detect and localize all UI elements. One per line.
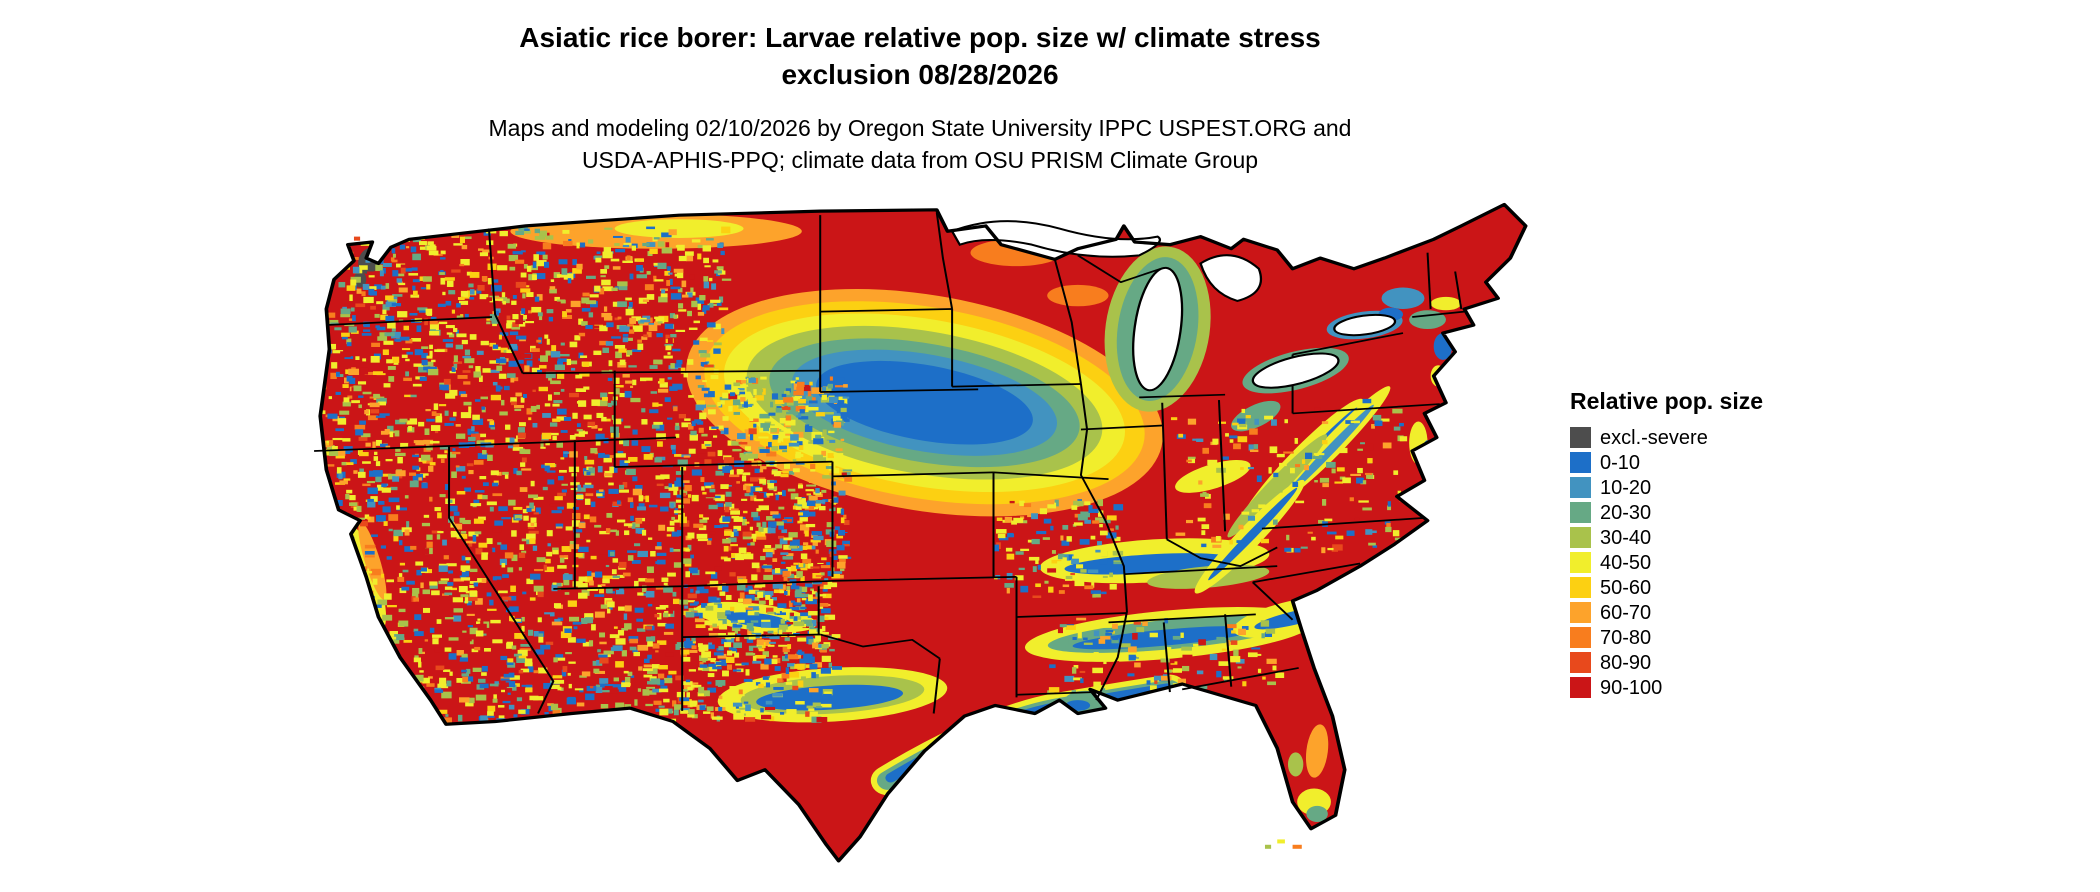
legend-item-label: 10-20 [1600,476,1652,499]
map-title-line2: exclusion 08/28/2026 [781,58,1059,90]
legend-item: 30-40 [1570,525,1870,550]
legend-item: 70-80 [1570,625,1870,650]
state-borders [314,212,1465,714]
legend-item-label: excl.-severe [1600,426,1708,449]
map-subtitle-line2: USDA-APHIS-PPQ; climate data from OSU PR… [581,147,1259,174]
lake-michigan [1132,266,1184,392]
legend-swatch [1570,602,1591,623]
legend-item-label: 20-30 [1600,501,1652,524]
legend-item: 0-10 [1570,450,1870,475]
legend-item: 20-30 [1570,500,1870,525]
legend-swatch [1570,652,1591,673]
legend-item-label: 80-90 [1600,651,1652,674]
legend-swatch [1570,477,1591,498]
legend-item: 50-60 [1570,575,1870,600]
legend-item: 40-50 [1570,550,1870,575]
legend-item: 60-70 [1570,600,1870,625]
us-outline [318,202,1528,863]
legend-swatch [1570,552,1591,573]
legend-title: Relative pop. size [1570,388,1764,414]
legend-swatch [1570,577,1591,598]
map-raster [320,204,1526,861]
legend-item: 10-20 [1570,475,1870,500]
legend-item-label: 90-100 [1600,676,1663,699]
legend-item: 80-90 [1570,650,1870,675]
legend-item-label: 40-50 [1600,551,1652,574]
legend-swatch [1570,627,1591,648]
lake-erie [1251,352,1340,389]
map-title-line1: Asiatic rice borer: Larvae relative pop.… [519,22,1321,53]
map-title: Asiatic rice borer: Larvae relative pop.… [0,20,1840,94]
us-map [314,202,1528,863]
plains-swath [686,289,1163,517]
legend-items: excl.-severe 0-10 10-20 20-30 30-40 40-50 50-6… [1570,425,1870,700]
legend-item-label: 30-40 [1600,526,1652,549]
map-subtitle: Maps and modeling 02/10/2026 by Oregon S… [0,112,1840,176]
legend-item-label: 60-70 [1600,601,1652,624]
lake-ontario [1333,313,1397,337]
map-subtitle-line1: Maps and modeling 02/10/2026 by Oregon S… [488,114,1352,141]
legend-item-label: 0-10 [1600,451,1641,474]
legend-swatch [1570,677,1591,698]
legend: Relative pop. size excl.-severe 0-10 10-20… [1570,388,1870,700]
legend-swatch [1570,527,1591,548]
legend-item: 90-100 [1570,675,1870,700]
legend-item-label: 70-80 [1600,626,1652,649]
legend-item: excl.-severe [1570,425,1870,450]
lake-huron [1199,254,1263,302]
header: Asiatic rice borer: Larvae relative pop.… [0,20,1840,176]
legend-swatch [1570,502,1591,523]
legend-swatch [1570,452,1591,473]
legend-item-label: 50-60 [1600,576,1652,599]
great-lakes [950,220,1397,392]
offshore-specks [353,236,1302,849]
legend-swatch [1570,427,1591,448]
